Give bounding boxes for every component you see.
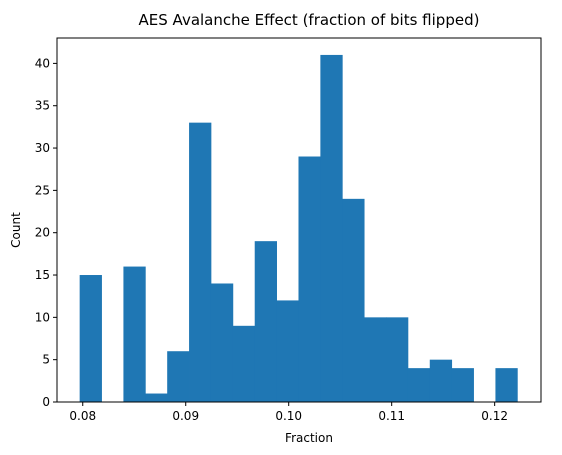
y-tick-label: 0 [42,395,50,409]
bars-group [79,54,518,403]
histogram-bar [298,156,321,402]
histogram-bar [189,122,212,403]
y-axis-ticks: 0 5 10 15 20 25 30 35 40 [35,56,57,409]
y-axis-label: Count [9,212,23,248]
y-tick-label: 35 [35,99,50,113]
y-tick-label: 25 [35,183,50,197]
y-tick-label: 30 [35,141,50,155]
histogram-bar [386,317,409,402]
plot-area-frame [56,37,542,403]
y-tick-label: 20 [35,226,50,240]
histogram-bar [320,54,343,403]
x-tick-label: 0.10 [275,409,302,423]
histogram-bar [276,300,299,402]
x-tick-label: 0.12 [481,409,508,423]
histogram-bar [210,283,234,402]
histogram-bar [123,266,146,402]
histogram-bar [429,359,453,402]
histogram-bar [232,325,256,402]
x-tick-label: 0.11 [378,409,405,423]
y-tick-label: 15 [35,268,50,282]
histogram-bar [79,275,102,402]
y-tick-label: 10 [35,310,50,324]
x-axis-ticks: 0.08 0.09 0.10 0.11 0.12 [69,402,508,423]
y-tick-label: 40 [35,56,50,70]
x-axis-label: Fraction [285,431,333,445]
chart-title: AES Avalanche Effect (fraction of bits f… [139,11,480,29]
histogram-bar [495,368,518,402]
x-tick-label: 0.09 [172,409,199,423]
histogram-bar [167,351,190,402]
histogram-bar [145,393,168,402]
histogram-bar [364,317,387,402]
histogram-bar [342,198,365,402]
histogram-bar [254,241,277,402]
y-tick-label: 5 [42,353,50,367]
histogram-bar [407,368,431,402]
x-tick-label: 0.08 [69,409,96,423]
histogram-bar [451,368,474,402]
